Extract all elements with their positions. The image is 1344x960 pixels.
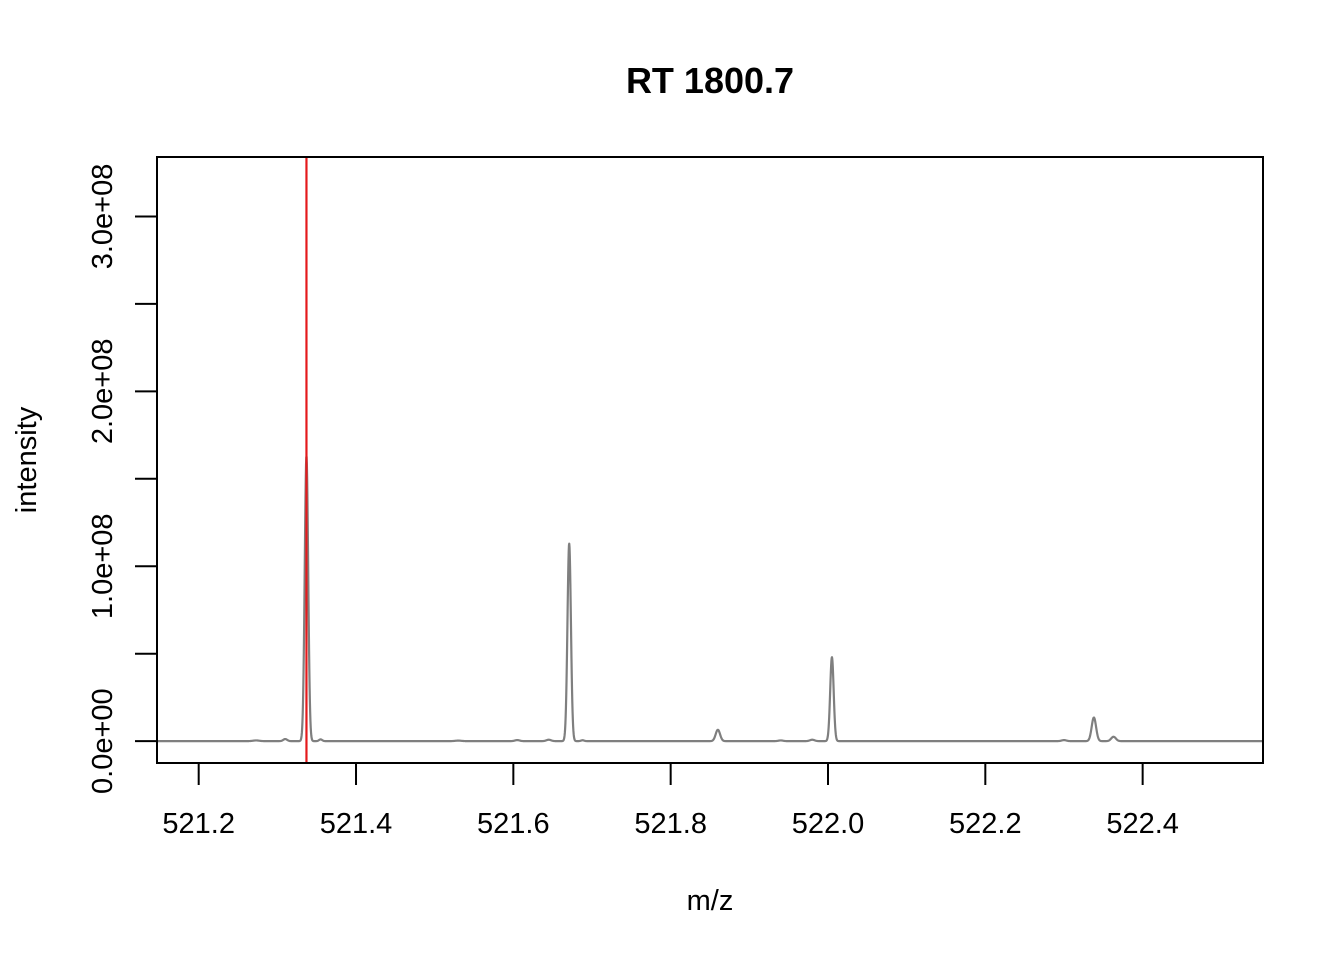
x-tick-label: 522.2 [949,808,1022,840]
y-tick-label: 2.0e+08 [87,339,119,445]
x-tick-label: 521.6 [477,808,550,840]
plot-frame [156,156,1264,764]
x-tick-label: 521.4 [320,808,393,840]
x-axis-label: m/z [687,885,734,917]
y-axis-label: intensity [11,406,43,513]
x-tick-label: 522.0 [792,808,865,840]
x-tick-label: 522.4 [1106,808,1179,840]
x-tick-label: 521.2 [162,808,235,840]
y-tick-label: 1.0e+08 [87,513,119,619]
y-axis: 0.0e+00 1.0e+08 2.0e+08 3.0e+08 [87,164,157,794]
x-axis: 521.2 521.4 521.6 521.8 522.0 522.2 522.4 [162,763,1179,840]
spectrum-line [157,455,1263,743]
y-tick-label: 3.0e+08 [87,164,119,270]
plot-area [157,157,1263,763]
x-tick-label: 521.8 [634,808,707,840]
chart-title: RT 1800.7 [626,60,794,101]
y-tick-label: 0.0e+00 [87,688,119,794]
